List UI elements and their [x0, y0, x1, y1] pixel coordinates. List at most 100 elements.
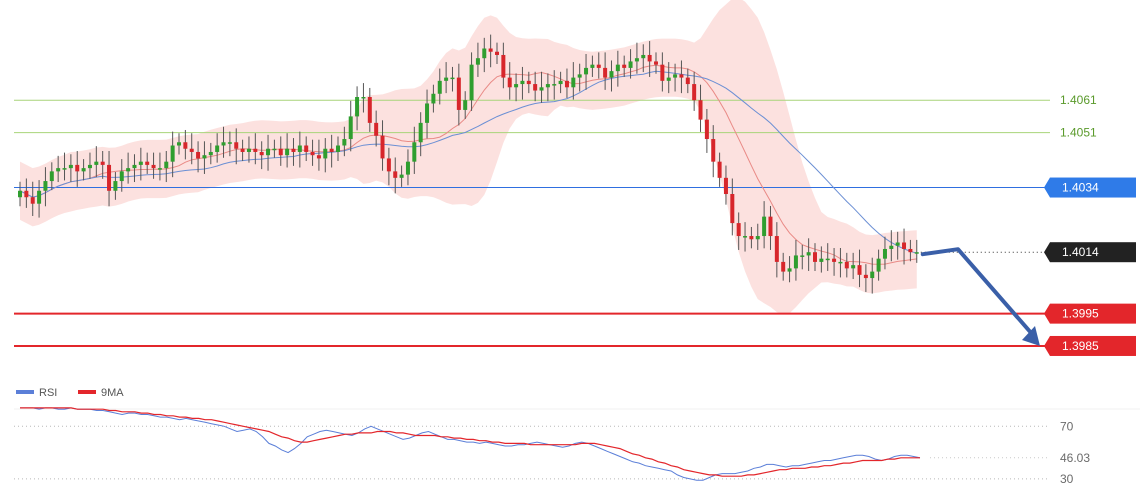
candle-body — [170, 145, 175, 162]
candle — [151, 152, 156, 179]
candle-body — [838, 261, 843, 264]
candle-body — [253, 148, 258, 152]
candle-body — [552, 84, 557, 86]
candle — [208, 142, 213, 165]
candle — [138, 147, 143, 181]
candle-body — [914, 252, 919, 254]
candle-body — [196, 151, 201, 159]
candle — [723, 165, 728, 205]
candle — [399, 165, 404, 187]
candle — [285, 133, 290, 168]
legend-swatch-rsi — [16, 390, 34, 394]
candle — [882, 236, 887, 270]
candle-body — [857, 265, 862, 275]
candle — [673, 63, 678, 92]
candle-body — [418, 122, 423, 143]
candle-body — [863, 274, 868, 279]
candle — [444, 62, 449, 94]
candle-body — [367, 97, 372, 123]
candle — [768, 205, 773, 250]
candle-body — [348, 116, 353, 140]
candle-body — [157, 168, 162, 170]
candle-body — [558, 80, 563, 85]
candle — [482, 37, 487, 73]
candle — [310, 139, 315, 166]
candle-body — [342, 139, 347, 146]
candle — [75, 150, 80, 187]
candle-body — [119, 171, 124, 182]
candle — [615, 50, 620, 87]
candle — [68, 154, 73, 183]
candle — [355, 86, 360, 131]
candle-body — [234, 142, 239, 149]
candle-body — [577, 74, 582, 78]
candle — [37, 180, 42, 218]
current-price-tag-pointer — [1044, 242, 1050, 263]
candle-body — [571, 77, 576, 88]
candle — [329, 134, 334, 168]
candle-body — [787, 268, 792, 272]
candle-body — [30, 197, 35, 204]
candle-body — [43, 181, 48, 191]
current-price-tag-label: 1.4014 — [1062, 245, 1099, 259]
candle — [755, 223, 760, 250]
price-tag-pointer-4 — [1044, 335, 1050, 356]
legend-label-9ma: 9MA — [101, 387, 124, 399]
candle — [577, 63, 582, 92]
projection-arrow-shaft — [920, 247, 1034, 336]
candle — [685, 68, 690, 94]
candle — [800, 244, 805, 270]
legend-swatch-9ma — [78, 390, 96, 394]
candle — [825, 243, 830, 271]
candle-body — [469, 64, 474, 101]
candle — [342, 126, 347, 157]
candle — [666, 62, 671, 94]
candle — [418, 112, 423, 157]
candle-body — [514, 84, 519, 88]
candle — [622, 55, 627, 77]
candle-body — [291, 148, 296, 152]
candle — [100, 150, 105, 179]
candle — [463, 91, 468, 119]
candle-body — [698, 100, 703, 120]
candle-body — [189, 148, 194, 152]
candle — [361, 83, 366, 113]
candle — [806, 238, 811, 271]
candle-body — [564, 80, 569, 88]
candle-body — [882, 248, 887, 259]
candle-body — [622, 64, 627, 68]
candle — [259, 141, 264, 170]
candle-body — [94, 161, 99, 165]
candle-body — [393, 171, 398, 178]
candle — [889, 230, 894, 262]
candle — [832, 247, 837, 276]
candle-body — [539, 87, 544, 91]
candle-body — [278, 148, 283, 156]
candle — [94, 146, 99, 178]
candle — [323, 138, 328, 173]
candle-body — [425, 103, 430, 123]
candle — [297, 131, 302, 168]
candle-body — [762, 216, 767, 237]
candle — [596, 52, 601, 79]
candle — [43, 167, 48, 207]
candle — [425, 89, 430, 139]
price-tag-label-2: 1.4034 — [1062, 181, 1099, 195]
candle-body — [310, 151, 315, 156]
legend-label-rsi: RSI — [39, 387, 57, 399]
candle — [654, 52, 658, 74]
candle — [291, 138, 296, 166]
candle-body — [336, 145, 340, 152]
candle — [908, 239, 913, 262]
candle-body — [781, 261, 786, 272]
candle — [278, 136, 283, 166]
candle-body — [323, 148, 328, 159]
candle-body — [450, 77, 455, 80]
price-levels — [14, 99, 1050, 347]
candle-body — [399, 174, 404, 178]
candle-body — [221, 142, 226, 146]
candle — [405, 149, 410, 186]
candle-body — [266, 148, 271, 156]
candle — [170, 131, 175, 178]
rsi-line — [20, 407, 921, 481]
